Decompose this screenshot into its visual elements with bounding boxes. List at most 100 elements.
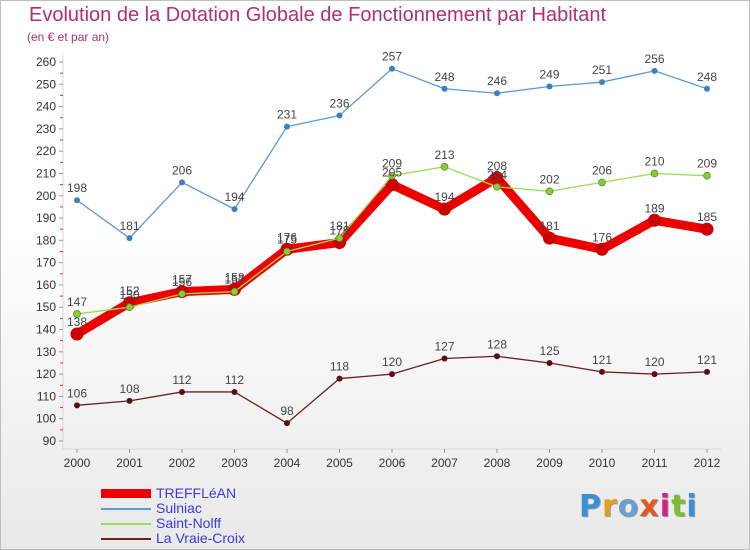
x-tick-label: 2000	[64, 456, 91, 470]
x-tick-label: 2003	[221, 456, 248, 470]
y-tick-label: 160	[36, 278, 56, 292]
data-label-sulniac: 194	[224, 190, 244, 204]
data-label-sulniac: 257	[382, 50, 402, 64]
y-tick-label: 200	[36, 189, 56, 203]
data-label-treffl-an: 152	[119, 284, 139, 298]
data-label-saint-nolff: 202	[539, 172, 559, 186]
data-label-treffl-an: 176	[592, 230, 612, 244]
legend-label-saint-nolff: Saint-Nolff	[156, 515, 222, 531]
y-tick-label: 220	[36, 144, 56, 158]
data-label-treffl-an: 189	[644, 201, 664, 215]
data-label-saint-nolff: 157	[224, 273, 244, 287]
y-tick-label: 230	[36, 122, 56, 136]
data-point-treffl-an	[648, 213, 661, 227]
data-label-saint-nolff: 147	[67, 295, 87, 309]
data-point-saint-nolff	[283, 247, 291, 256]
data-point-treffl-an	[490, 171, 504, 185]
data-label-sulniac: 181	[119, 219, 139, 233]
data-label-la-vraie-croix: 120	[644, 355, 664, 369]
data-label-sulniac: 249	[539, 68, 559, 82]
logo-letter: i	[659, 489, 672, 524]
y-tick-label: 150	[36, 300, 56, 314]
data-point-la-vraie-croix	[74, 402, 80, 409]
data-label-saint-nolff: 206	[592, 163, 612, 177]
data-point-la-vraie-croix	[599, 368, 605, 375]
logo-letter: o	[617, 489, 640, 524]
logo-letter: t	[671, 489, 687, 524]
data-point-la-vraie-croix	[284, 420, 290, 427]
data-point-sulniac	[336, 112, 343, 119]
logo-letter: P	[579, 489, 602, 524]
data-point-la-vraie-croix	[441, 355, 448, 362]
data-label-treffl-an: 185	[697, 210, 717, 224]
data-label-sulniac: 198	[67, 181, 87, 195]
data-point-treffl-an	[385, 178, 399, 192]
data-point-sulniac	[599, 79, 605, 86]
y-tick-label: 240	[36, 100, 56, 114]
data-label-sulniac: 251	[592, 63, 612, 77]
data-point-saint-nolff	[440, 162, 449, 171]
data-label-sulniac: 206	[172, 163, 192, 177]
y-tick-label: 120	[36, 367, 56, 381]
data-label-la-vraie-croix: 128	[487, 337, 507, 351]
data-label-la-vraie-croix: 118	[330, 360, 349, 374]
y-tick-label: 110	[37, 389, 56, 403]
data-label-treffl-an: 176	[277, 230, 297, 244]
y-tick-label: 250	[36, 77, 56, 91]
data-label-sulniac: 248	[697, 70, 717, 84]
y-tick-label: 210	[36, 166, 56, 180]
data-label-saint-nolff: 209	[697, 157, 717, 171]
data-label-saint-nolff: 156	[172, 275, 192, 289]
data-point-sulniac	[74, 197, 80, 204]
data-label-saint-nolff: 209	[382, 157, 402, 171]
data-label-treffl-an: 138	[67, 315, 87, 329]
data-label-la-vraie-croix: 106	[67, 386, 87, 400]
data-point-saint-nolff	[388, 171, 396, 180]
data-point-la-vraie-croix	[126, 397, 133, 404]
data-point-la-vraie-croix	[704, 368, 710, 375]
y-tick-label: 180	[36, 233, 56, 247]
data-label-saint-nolff: 175	[277, 233, 297, 247]
data-label-la-vraie-croix: 121	[592, 353, 612, 367]
data-point-sulniac	[441, 85, 448, 92]
x-tick-label: 2007	[431, 456, 458, 470]
data-point-treffl-an	[438, 202, 451, 216]
data-label-la-vraie-croix: 112	[225, 373, 244, 387]
data-point-treffl-an	[595, 242, 609, 256]
legend-label-sulniac: Sulniac	[156, 500, 202, 516]
data-point-saint-nolff	[230, 287, 239, 296]
x-tick-label: 2001	[116, 456, 143, 470]
series-layer	[70, 65, 714, 427]
x-tick-label: 2010	[589, 456, 616, 470]
data-point-saint-nolff	[178, 290, 186, 298]
legend-swatch-la-vraie-croix	[101, 538, 151, 540]
logo-letter: i	[686, 489, 698, 524]
data-point-treffl-an	[70, 327, 84, 341]
data-point-sulniac	[546, 83, 553, 90]
data-point-la-vraie-croix	[336, 375, 343, 382]
data-label-sulniac: 236	[329, 97, 349, 111]
data-point-la-vraie-croix	[651, 371, 658, 378]
data-label-la-vraie-croix: 108	[119, 382, 139, 396]
data-point-saint-nolff	[650, 169, 659, 178]
data-label-saint-nolff: 213	[434, 148, 454, 162]
data-label-treffl-an: 208	[487, 159, 507, 173]
y-tick-label: 190	[36, 211, 56, 225]
x-tick-label: 2002	[169, 456, 196, 470]
y-tick-label: 140	[36, 323, 56, 337]
x-tick-label: 2006	[379, 456, 406, 470]
data-label-treffl-an: 158	[224, 270, 244, 284]
data-point-saint-nolff	[493, 183, 501, 191]
data-label-sulniac: 248	[434, 70, 454, 84]
data-point-la-vraie-croix	[546, 359, 553, 366]
chart-title: Evolution de la Dotation Globale de Fonc…	[29, 4, 607, 26]
data-label-sulniac: 256	[644, 52, 664, 66]
series-line-treffl-an	[72, 173, 712, 339]
data-point-treffl-an	[700, 222, 714, 236]
data-labels: 198 181 206 194 231 236 257 248 246 249 251 256 248 1…	[67, 50, 717, 418]
data-label-la-vraie-croix: 127	[434, 340, 454, 354]
x-tick-label: 2004	[274, 456, 301, 470]
data-point-saint-nolff	[703, 171, 711, 180]
logo-letter: r	[602, 489, 618, 524]
